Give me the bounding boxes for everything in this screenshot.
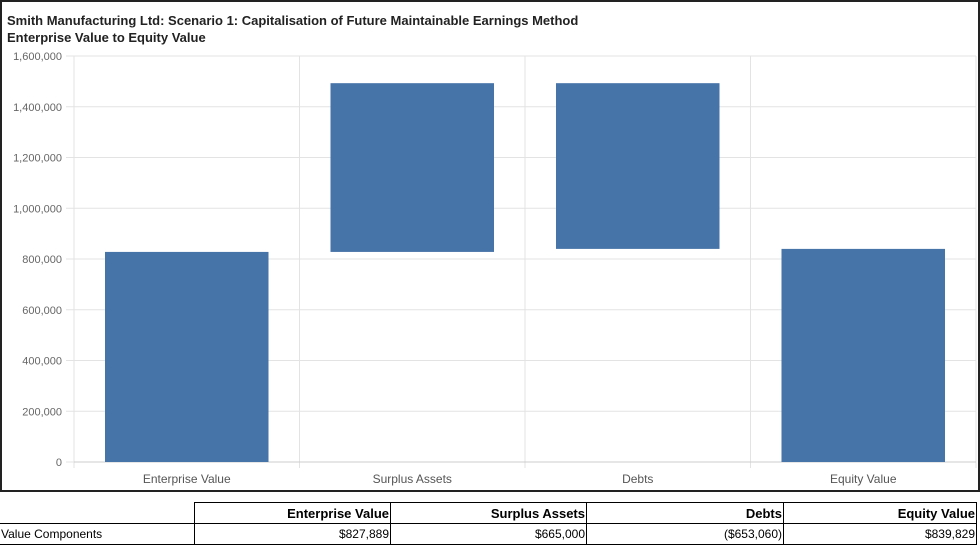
x-tick-label: Equity Value: [830, 472, 897, 486]
chart-subtitle: Enterprise Value to Equity Value: [7, 30, 206, 45]
y-tick-label: 400,000: [22, 356, 62, 368]
value-cell: $827,889: [194, 523, 391, 545]
waterfall-chart: 0 200,000 400,000 600,000 800,000 1,000,000 1,…: [13, 51, 977, 486]
bar-surplus-assets: [330, 83, 494, 252]
y-tick-label: 1,600,000: [13, 51, 62, 63]
y-tick-label: 600,000: [22, 305, 62, 317]
x-tick-label: Debts: [622, 472, 653, 486]
header-cell: Enterprise Value: [194, 502, 391, 524]
row-label: Value Components: [0, 523, 195, 545]
bar-debts: [556, 83, 720, 249]
header-cell: Debts: [586, 502, 784, 524]
value-cell: ($653,060): [586, 523, 784, 545]
y-tick-label: 1,000,000: [13, 203, 62, 215]
y-tick-label: 1,400,000: [13, 102, 62, 114]
chart-frame: [0, 0, 980, 492]
value-cell: $839,829: [783, 523, 977, 545]
y-tick-label: 1,200,000: [13, 153, 62, 165]
table-header-row: Enterprise Value Surplus Assets Debts Eq…: [0, 502, 977, 524]
x-tick-label: Surplus Assets: [373, 472, 452, 486]
bar-enterprise-value: [105, 251, 269, 462]
table-row: Value Components $827,889 $665,000 ($653…: [0, 523, 977, 545]
x-tick-label: Enterprise Value: [143, 472, 231, 486]
chart-title: Smith Manufacturing Ltd: Scenario 1: Cap…: [7, 13, 579, 28]
header-cell: Equity Value: [783, 502, 977, 524]
value-cell: $665,000: [390, 523, 587, 545]
y-tick-label: 200,000: [22, 406, 62, 418]
y-tick-label: 800,000: [22, 254, 62, 266]
bar-equity-value: [781, 248, 945, 462]
y-tick-label: 0: [56, 457, 62, 469]
table-corner: [0, 503, 195, 524]
value-table: Enterprise Value Surplus Assets Debts Eq…: [0, 502, 977, 545]
header-cell: Surplus Assets: [390, 502, 587, 524]
